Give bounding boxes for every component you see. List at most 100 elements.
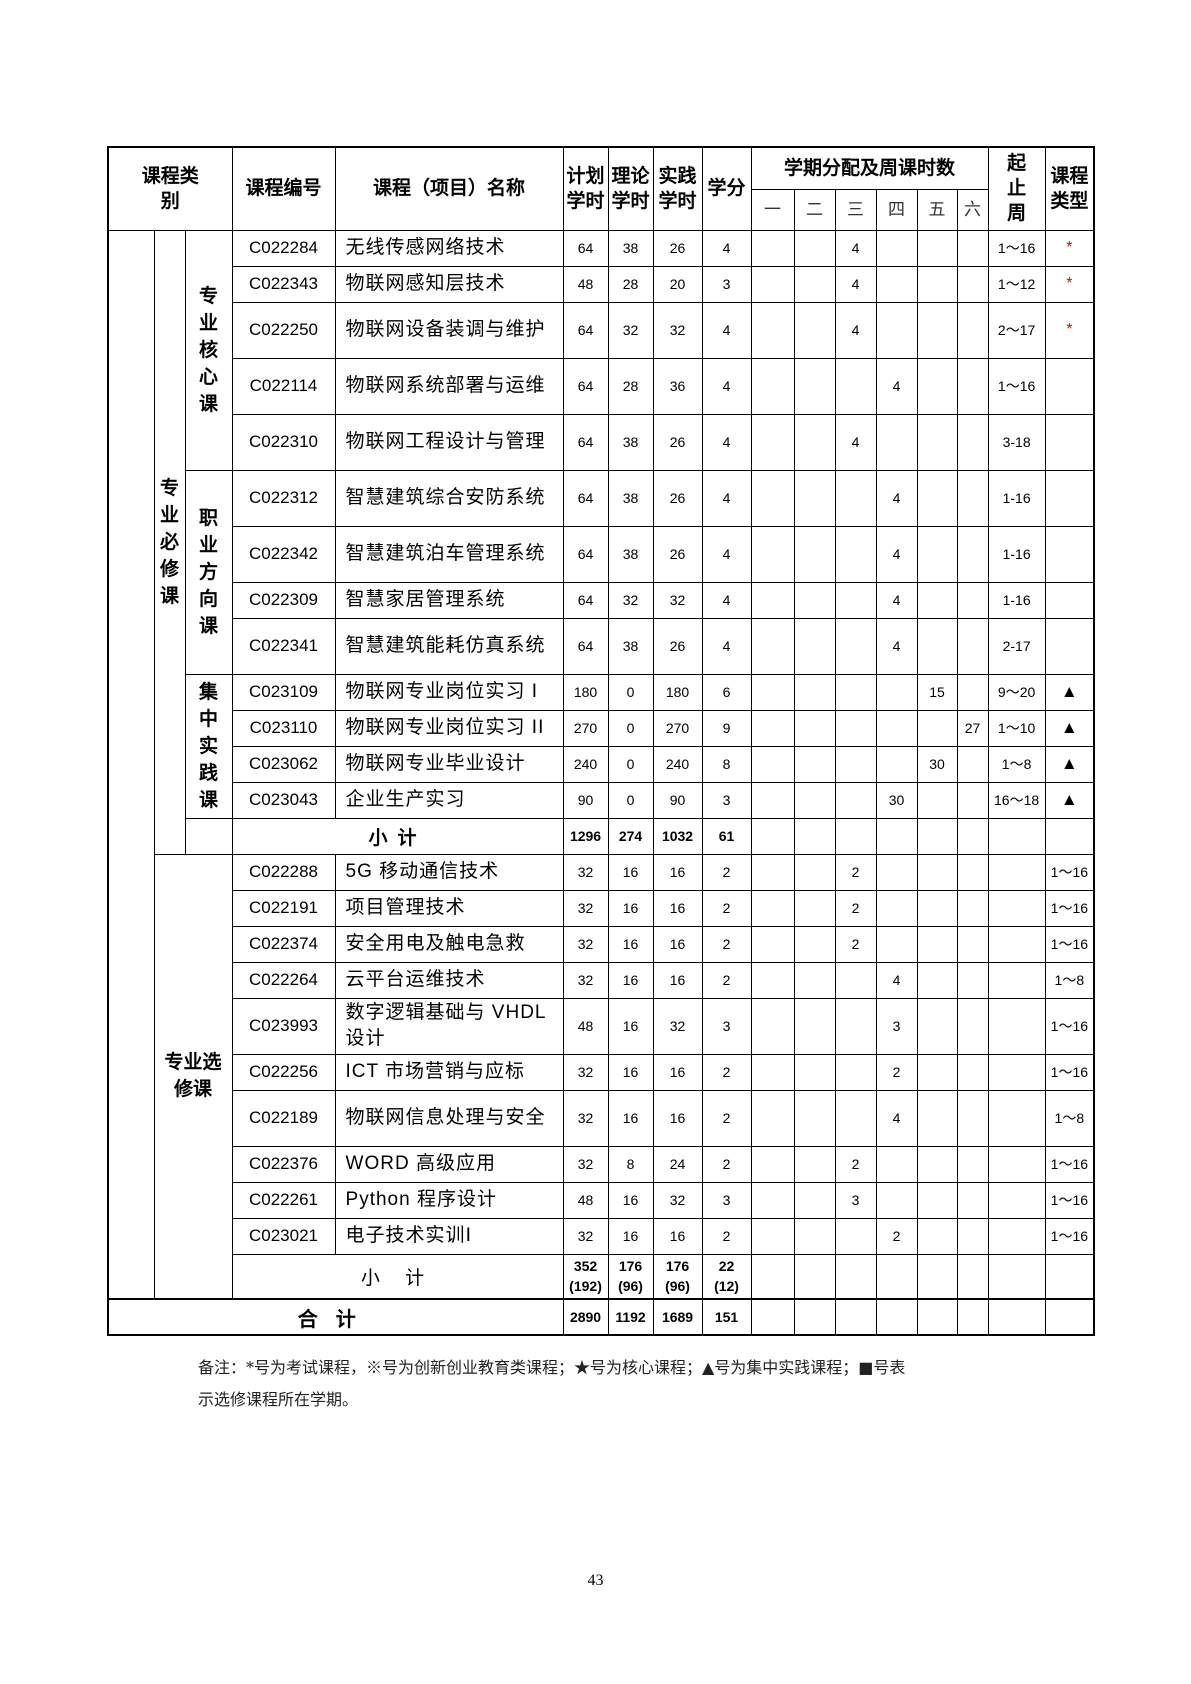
semester-3-hours: 4 <box>834 301 877 359</box>
header-semester-2: 二 <box>793 188 836 231</box>
course-row: C022264 云平台运维技术 32 16 16 2 4 1～8 <box>108 961 1095 999</box>
semester-2-hours <box>793 925 836 963</box>
weeks <box>987 1089 1046 1147</box>
practice-hours: 26 <box>652 469 703 527</box>
semester-6-hours <box>956 853 989 891</box>
semester-1-hours <box>750 781 795 819</box>
course-type: 1～8 <box>1044 961 1095 999</box>
empty-cell <box>956 1253 989 1300</box>
course-code: C022288 <box>231 853 336 891</box>
empty-cell <box>875 1253 918 1300</box>
course-type: 1～16 <box>1044 1181 1095 1219</box>
course-type: 1～16 <box>1044 889 1095 927</box>
notes-line-2: 示选修课程所在学期。 <box>198 1390 359 1409</box>
semester-6-hours <box>956 265 989 303</box>
theory-hours: 38 <box>607 525 654 583</box>
semester-4-hours <box>875 925 918 963</box>
course-name: 企业生产实习 <box>334 781 564 819</box>
course-row: C022310 物联网工程设计与管理 64 38 26 4 4 3-18 <box>108 413 1095 471</box>
course-type <box>1044 413 1095 471</box>
header-semester-1: 一 <box>750 188 795 231</box>
header-theory-hours: 理论学时 <box>607 146 654 231</box>
semester-1-hours <box>750 673 795 711</box>
theory-hours: 16 <box>607 1217 654 1255</box>
required-subtotal-row: 小计 1296 274 1032 61 <box>108 817 1095 855</box>
semester-6-hours <box>956 1053 989 1091</box>
course-type: 1～8 <box>1044 1089 1095 1147</box>
planned-hours: 64 <box>562 469 609 527</box>
practice-hours: 16 <box>652 925 703 963</box>
header-semester-3: 三 <box>834 188 877 231</box>
course-name: 5G 移动通信技术 <box>334 853 564 891</box>
empty-cell <box>793 1253 836 1300</box>
practice-hours: 240 <box>652 745 703 783</box>
semester-1-hours <box>750 413 795 471</box>
planned-hours: 64 <box>562 357 609 415</box>
course-code: C023110 <box>231 709 336 747</box>
empty-cell <box>834 1298 877 1336</box>
theory-hours: 16 <box>607 961 654 999</box>
course-row: C022250 物联网设备装调与维护 64 32 32 4 4 2～17 * <box>108 301 1095 359</box>
practice-hours: 180 <box>652 673 703 711</box>
semester-5-hours <box>916 925 958 963</box>
theory-hours: 38 <box>607 413 654 471</box>
course-name: 智慧建筑综合安防系统 <box>334 469 564 527</box>
theory-hours: 0 <box>607 673 654 711</box>
credits: 2 <box>701 961 752 999</box>
course-name: 无线传感网络技术 <box>334 229 564 267</box>
semester-5-hours <box>916 853 958 891</box>
semester-3-hours <box>834 961 877 999</box>
empty-cell <box>875 1298 918 1336</box>
credits: 2 <box>701 889 752 927</box>
course-name: 物联网工程设计与管理 <box>334 413 564 471</box>
subcategory-1: 专业核心课 <box>184 229 233 471</box>
semester-5-hours <box>916 1145 958 1183</box>
course-name: 数字逻辑基础与 VHDL 设计 <box>334 997 564 1055</box>
planned-hours: 270 <box>562 709 609 747</box>
theory-hours: 0 <box>607 745 654 783</box>
empty-cell <box>916 1298 958 1336</box>
semester-6-hours <box>956 229 989 267</box>
empty-cell <box>916 817 958 855</box>
course-name: WORD 高级应用 <box>334 1145 564 1183</box>
course-type: 1～16 <box>1044 1217 1095 1255</box>
semester-2-hours <box>793 581 836 619</box>
subtotal-theory-sub-value: (96) <box>618 1278 643 1295</box>
semester-4-hours: 4 <box>875 961 918 999</box>
semester-3-hours: 4 <box>834 413 877 471</box>
practice-hours: 16 <box>652 961 703 999</box>
semester-5-hours <box>916 229 958 267</box>
semester-5-hours <box>916 781 958 819</box>
course-type <box>1044 617 1095 675</box>
empty-cell <box>1044 817 1095 855</box>
practice-hours: 26 <box>652 617 703 675</box>
semester-1-hours <box>750 1053 795 1091</box>
semester-6-hours <box>956 1089 989 1147</box>
header-name: 课程（项目）名称 <box>334 146 564 231</box>
semester-1-hours <box>750 357 795 415</box>
empty-cell <box>750 1253 795 1300</box>
page-number: 43 <box>587 1572 604 1589</box>
semester-2-hours <box>793 1053 836 1091</box>
header-planned-hours: 计划学时 <box>562 146 609 231</box>
empty-cell <box>987 1298 1046 1336</box>
semester-4-hours <box>875 301 918 359</box>
weeks: 1～16 <box>987 357 1046 415</box>
grand-total-row: 合计 2890 1192 1689 151 <box>107 1298 1095 1336</box>
semester-5-hours <box>916 265 958 303</box>
course-name: 物联网专业岗位实习 II <box>334 709 564 747</box>
subtotal-plan-sub-value: (192) <box>569 1278 602 1295</box>
semester-6-hours: 27 <box>956 709 989 747</box>
planned-hours: 64 <box>562 301 609 359</box>
semester-5-hours: 15 <box>916 673 958 711</box>
semester-6-hours <box>956 997 989 1055</box>
course-code: C022310 <box>231 413 336 471</box>
empty-cell <box>1044 1298 1095 1336</box>
course-row: C023062 物联网专业毕业设计 240 0 240 8 30 1～8 ▲ <box>108 745 1095 783</box>
total-credit: 151 <box>701 1298 752 1336</box>
course-type: 1～16 <box>1044 1053 1095 1091</box>
theory-hours: 32 <box>607 301 654 359</box>
course-name: 云平台运维技术 <box>334 961 564 999</box>
course-type: 1～16 <box>1044 853 1095 891</box>
weeks: 2-17 <box>987 617 1046 675</box>
